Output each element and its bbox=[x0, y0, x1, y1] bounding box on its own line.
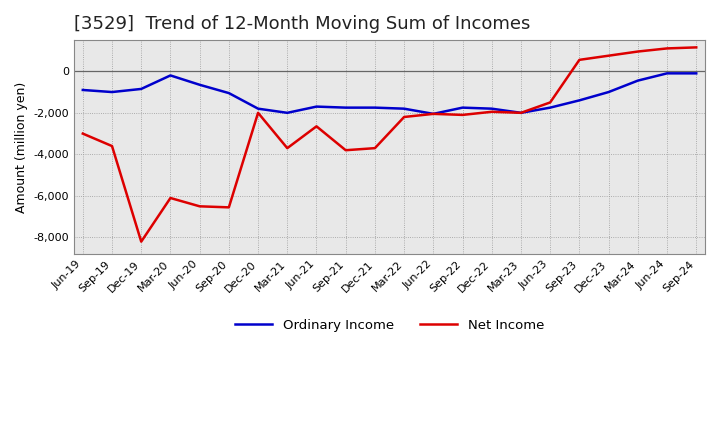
Net Income bbox=[166, 195, 175, 201]
Ordinary Income bbox=[458, 105, 467, 110]
Ordinary Income bbox=[283, 110, 292, 115]
Net Income bbox=[371, 146, 379, 151]
Ordinary Income bbox=[400, 106, 408, 111]
Ordinary Income bbox=[166, 73, 175, 78]
Ordinary Income bbox=[487, 106, 496, 111]
Ordinary Income bbox=[195, 82, 204, 88]
Ordinary Income bbox=[662, 71, 671, 76]
Ordinary Income bbox=[517, 110, 526, 115]
Net Income bbox=[487, 109, 496, 114]
Net Income bbox=[225, 205, 233, 210]
Net Income bbox=[575, 57, 584, 62]
Net Income bbox=[195, 204, 204, 209]
Net Income bbox=[253, 110, 262, 115]
Ordinary Income bbox=[546, 105, 554, 110]
Ordinary Income bbox=[692, 71, 701, 76]
Net Income bbox=[604, 53, 613, 59]
Ordinary Income bbox=[371, 105, 379, 110]
Line: Ordinary Income: Ordinary Income bbox=[83, 73, 696, 114]
Ordinary Income bbox=[78, 87, 87, 92]
Ordinary Income bbox=[634, 78, 642, 83]
Ordinary Income bbox=[225, 91, 233, 96]
Net Income bbox=[692, 45, 701, 50]
Ordinary Income bbox=[253, 106, 262, 111]
Text: [3529]  Trend of 12-Month Moving Sum of Incomes: [3529] Trend of 12-Month Moving Sum of I… bbox=[74, 15, 531, 33]
Net Income bbox=[78, 131, 87, 136]
Ordinary Income bbox=[429, 111, 438, 117]
Ordinary Income bbox=[108, 89, 117, 95]
Line: Net Income: Net Income bbox=[83, 48, 696, 242]
Net Income bbox=[400, 114, 408, 120]
Ordinary Income bbox=[575, 98, 584, 103]
Net Income bbox=[283, 146, 292, 151]
Legend: Ordinary Income, Net Income: Ordinary Income, Net Income bbox=[230, 314, 549, 337]
Net Income bbox=[137, 239, 145, 244]
Ordinary Income bbox=[604, 89, 613, 95]
Net Income bbox=[662, 46, 671, 51]
Y-axis label: Amount (million yen): Amount (million yen) bbox=[15, 81, 28, 213]
Ordinary Income bbox=[137, 86, 145, 92]
Net Income bbox=[429, 111, 438, 117]
Ordinary Income bbox=[341, 105, 350, 110]
Net Income bbox=[458, 112, 467, 117]
Net Income bbox=[108, 143, 117, 149]
Net Income bbox=[517, 110, 526, 115]
Net Income bbox=[546, 100, 554, 105]
Net Income bbox=[341, 147, 350, 153]
Ordinary Income bbox=[312, 104, 321, 109]
Net Income bbox=[634, 49, 642, 54]
Net Income bbox=[312, 124, 321, 129]
